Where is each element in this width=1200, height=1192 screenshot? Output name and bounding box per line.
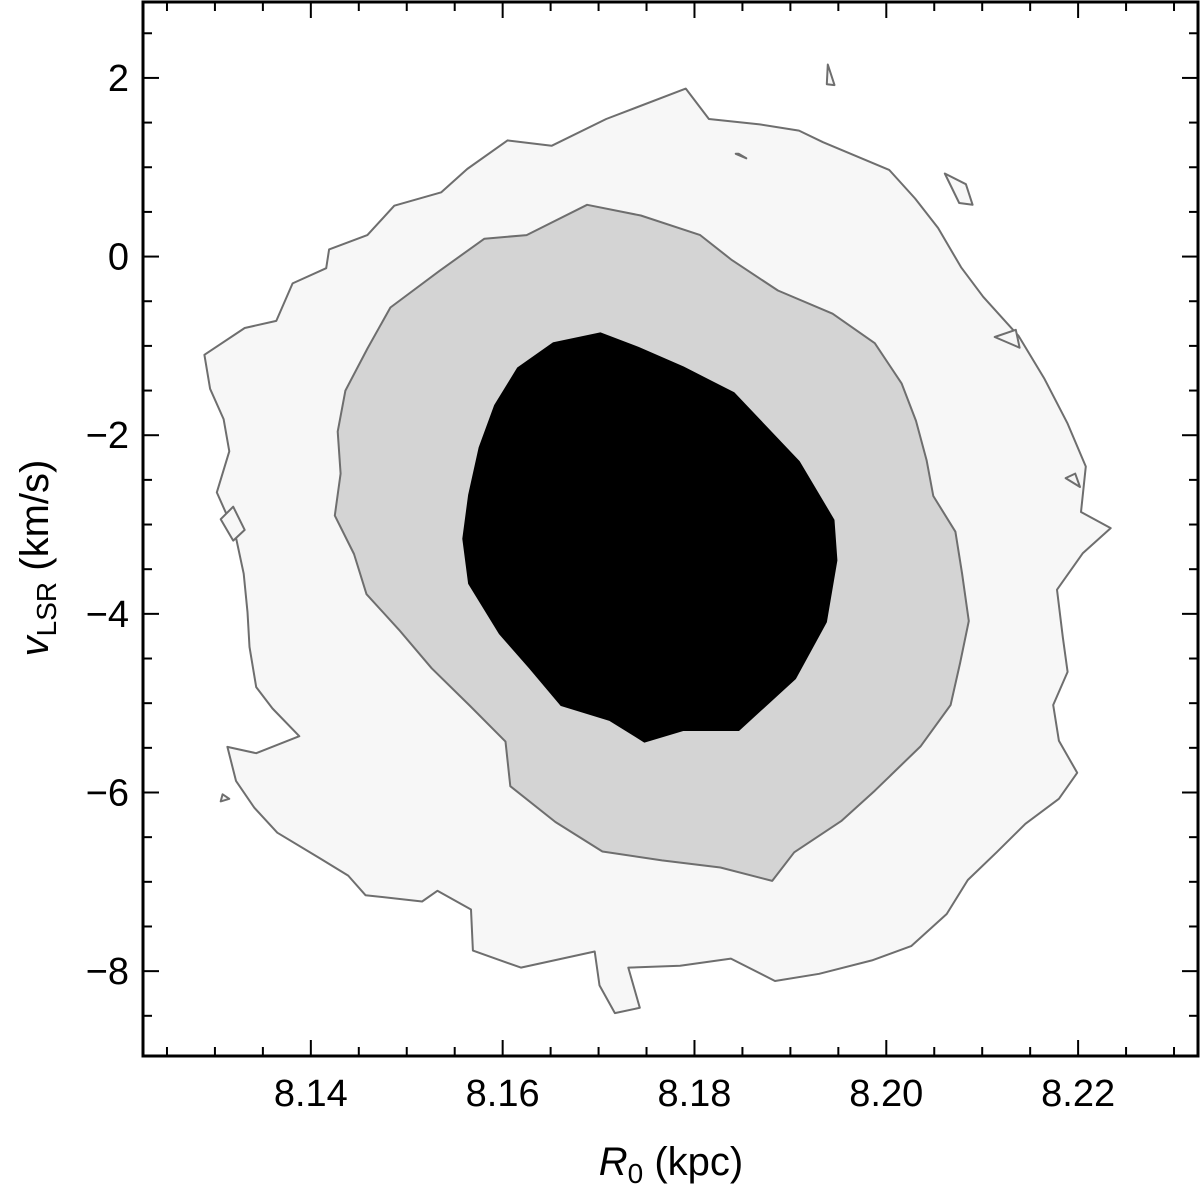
y-tick-label: −6 [86,773,129,815]
y-tick-label: −4 [86,594,129,636]
y-tick-label: 2 [108,58,129,100]
plot-frame [141,0,1200,1058]
contour-regions [203,63,1112,1015]
y-axis-label: vLSR (km/s) [13,460,62,657]
contour-outer-region-5 [943,172,974,206]
contour-outer-region-6 [993,328,1021,349]
x-tick-label: 8.14 [274,1073,348,1115]
x-tick-label: 8.18 [657,1073,731,1115]
y-tick-label: −2 [86,415,129,457]
x-axis-unit: (kpc) [643,1140,743,1184]
y-axis-unit: (km/s) [13,460,57,582]
contour-outer-region-4 [734,152,748,160]
contour-outer-region-2 [219,793,231,803]
contour-inner-region-0 [462,332,838,743]
contour-outer-region-7 [1064,472,1081,488]
tick-labels: 8.14 8.16 8.18 8.20 8.22 −8 −6 −4 −2 0 2 [86,58,1115,1115]
y-tick-label: −8 [86,951,129,993]
x-axis-subscript: 0 [628,1158,644,1189]
x-axis-symbol: R [599,1140,628,1184]
x-axis-label: R0 (kpc) [599,1140,743,1189]
y-axis-symbol: v [13,634,57,656]
x-tick-label: 8.20 [849,1073,923,1115]
x-tick-label: 8.16 [466,1073,540,1115]
x-tick-label: 8.22 [1041,1073,1115,1115]
y-axis-subscript: LSR [31,582,62,636]
contour-outer-region-3 [825,63,836,87]
y-tick-label: 0 [108,237,129,279]
contour-outer-region-1 [219,505,246,542]
